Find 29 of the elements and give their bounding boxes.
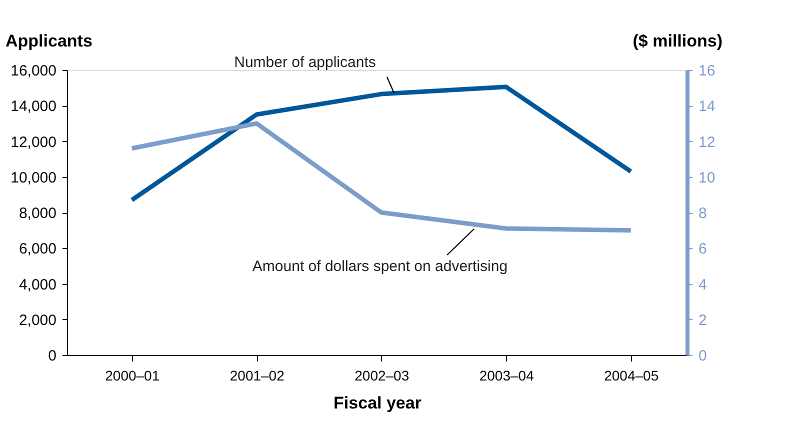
x-tick-label: 2000–01 xyxy=(105,368,160,384)
y-tick-label: 8,000 xyxy=(18,205,56,222)
series-label: Number of applicants xyxy=(234,54,376,71)
y-tick-label: 10,000 xyxy=(10,169,56,186)
y-tick-label: 4,000 xyxy=(18,276,56,294)
y2-tick-label: 12 xyxy=(698,134,716,151)
y-tick-label: 6,000 xyxy=(18,240,56,258)
y-tick-label: 0 xyxy=(48,348,56,364)
y-tick-label: 2,000 xyxy=(18,312,56,329)
y2-axis-title: ($ millions) xyxy=(632,32,722,50)
y-tick-label: 14,000 xyxy=(10,98,56,116)
y2-tick-label: 2 xyxy=(698,312,707,329)
y2-tick-label: 6 xyxy=(698,240,707,258)
x-tick-label: 2004–05 xyxy=(604,368,659,384)
x-tick-label: 2003–04 xyxy=(479,368,534,384)
y-tick-label: 12,000 xyxy=(10,134,56,151)
y-tick-label: 16,000 xyxy=(10,62,56,80)
x-tick-label: 2001–02 xyxy=(230,368,285,384)
y-axis-title: Applicants xyxy=(6,32,92,50)
y2-tick-label: 16 xyxy=(698,62,716,80)
x-tick-label: 2002–03 xyxy=(354,368,410,384)
line-series xyxy=(130,84,634,202)
y2-tick-label: 0 xyxy=(698,348,707,364)
y2-tick-label: 10 xyxy=(698,169,716,186)
y2-tick-label: 14 xyxy=(698,98,716,116)
x-axis-title: Fiscal year xyxy=(334,394,422,412)
y2-tick-label: 8 xyxy=(698,205,707,222)
series-label: Amount of dollars spent on advertising xyxy=(252,258,508,275)
y2-tick-label: 4 xyxy=(698,276,707,294)
